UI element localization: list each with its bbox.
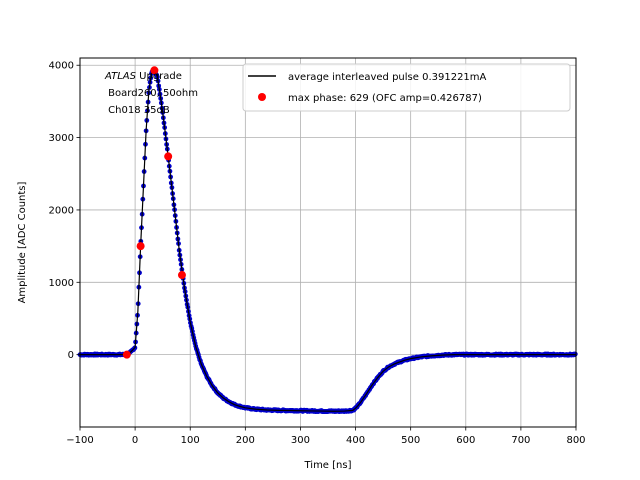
legend-label-average-pulse: average interleaved pulse 0.391221mA xyxy=(288,72,487,83)
y-tick-label: 0 xyxy=(68,350,74,361)
annotation-atlas: ATLAS xyxy=(104,71,137,82)
annotation-upgrade: Upgrade xyxy=(136,71,182,82)
max-phase-point xyxy=(150,66,159,75)
x-tick-label: 800 xyxy=(566,435,585,446)
annotation-line-2: Board260, 50ohm xyxy=(105,88,198,99)
legend: average interleaved pulse 0.391221mA max… xyxy=(242,63,571,112)
plot-area xyxy=(77,66,578,415)
chart-annotation: ATLAS Upgrade Board260, 50ohm Ch018 35dB xyxy=(104,71,198,116)
x-tick-label: 700 xyxy=(511,435,530,446)
y-axis-label: Amplitude [ADC Counts] xyxy=(17,181,28,303)
x-tick-label: 500 xyxy=(401,435,420,446)
plot-frame xyxy=(79,57,577,428)
grid xyxy=(79,58,577,427)
x-tick-label: −100 xyxy=(66,435,93,446)
y-tick-label: 3000 xyxy=(49,133,74,144)
x-axis-label: Time [ns] xyxy=(303,460,351,471)
max-phase-point xyxy=(164,152,173,161)
y-tick-label: 4000 xyxy=(49,61,74,72)
max-phase-point xyxy=(177,271,186,280)
annotation-line-1: ATLAS Upgrade xyxy=(104,71,182,82)
y-tick-label: 1000 xyxy=(49,278,74,289)
interleaved-samples xyxy=(77,68,578,415)
x-tick-label: 0 xyxy=(132,435,138,446)
sample-point xyxy=(572,351,578,357)
x-tick-label: 400 xyxy=(346,435,365,446)
max-phase-point xyxy=(136,242,145,251)
x-tick-label: 100 xyxy=(181,435,200,446)
x-tick-label: 300 xyxy=(291,435,310,446)
y-tick-label: 2000 xyxy=(49,205,74,216)
x-tick-label: 600 xyxy=(456,435,475,446)
annotation-line-3: Ch018 35dB xyxy=(105,105,170,116)
average-pulse-line xyxy=(80,69,576,412)
x-tick-label: 200 xyxy=(236,435,255,446)
legend-box xyxy=(242,63,571,112)
max-phase-point xyxy=(122,350,131,359)
legend-marker-max-phase xyxy=(258,93,266,101)
legend-label-max-phase: max phase: 629 (OFC amp=0.426787) xyxy=(288,93,482,104)
axis-ticks: −100 0 100 200 300 400 500 600 700 800 0 1000 2000 30… xyxy=(49,61,586,446)
